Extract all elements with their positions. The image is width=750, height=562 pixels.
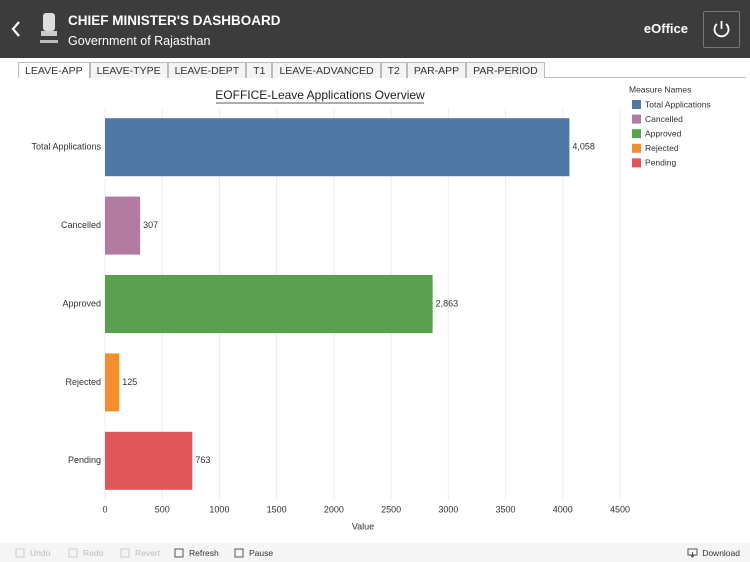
toolbar-button[interactable]: Pause [234,548,273,558]
legend-label: Total Applications [645,99,711,109]
tab[interactable]: LEAVE-TYPE [89,62,168,78]
back-button[interactable] [8,19,24,39]
tab[interactable]: PAR-APP [406,62,467,78]
app-name[interactable]: eOffice [643,21,688,36]
tab[interactable]: LEAVE-APP [18,62,90,78]
y-tick-label: Cancelled [61,220,101,230]
legend-label: Cancelled [645,114,683,124]
x-tick-label: 1000 [209,504,229,514]
x-axis-label: Value [352,521,374,531]
toolbar: Undo Redo Revert Refresh Pause Download [0,543,750,562]
y-tick-label: Total Applications [31,142,101,152]
x-tick-label: 3000 [438,504,458,514]
power-button[interactable] [703,11,740,48]
bar [105,431,193,490]
x-tick-label: 3500 [496,504,516,514]
toolbar-label: Undo [30,548,51,558]
bar [105,275,433,333]
header: CHIEF MINISTER'S DASHBOARD Government of… [0,0,750,58]
toolbar-label: Refresh [189,548,219,558]
chart: EOFFICE-Leave Applications Overview Valu… [31,84,711,531]
toolbar-button[interactable]: Undo [15,548,50,558]
chart-title: EOFFICE-Leave Applications Overview [215,88,425,102]
legend-swatch [632,114,641,124]
x-tick-label: 4000 [553,504,573,514]
y-tick-label: Approved [62,298,101,308]
title: CHIEF MINISTER'S DASHBOARD [68,13,281,28]
x-tick-label: 2000 [324,504,344,514]
x-tick-label: 4500 [610,504,630,514]
x-tick-label: 2500 [381,504,401,514]
toolbar-button[interactable]: Refresh [174,548,219,558]
legend-title: Measure Names [629,84,691,94]
toolbar-button[interactable]: Revert [120,548,160,558]
toolbar-label: Pause [249,548,274,558]
data-label: 4,058 [572,142,595,152]
y-tick-label: Rejected [65,377,101,387]
tab-bar: LEAVE-APP LEAVE-TYPE LEAVE-DEPT T1 LEAVE-ADV… [18,62,746,78]
toolbar-label: Download [702,548,740,558]
tab[interactable]: LEAVE-DEPT [167,62,247,78]
toolbar-label: Redo [83,548,104,558]
data-label: 763 [195,455,210,465]
toolbar-label: Revert [135,548,161,558]
x-tick-label: 500 [155,504,170,514]
data-label: 307 [143,220,158,230]
toolbar-button[interactable]: Download [687,548,740,558]
legend-swatch [632,143,641,153]
legend-label: Rejected [645,143,679,153]
data-label: 125 [122,377,137,387]
y-tick-label: Pending [68,455,101,465]
bar [105,118,570,177]
x-tick-label: 0 [102,504,107,514]
emblem [40,13,58,43]
data-label: 2,863 [436,298,459,308]
tab[interactable]: T2 [380,62,407,78]
subtitle: Government of Rajasthan [68,34,211,48]
x-tick-label: 1500 [267,504,287,514]
tab[interactable]: PAR-PERIOD [466,62,545,78]
legend-swatch [632,129,641,139]
legend-swatch [632,100,641,109]
tab[interactable]: T1 [246,62,273,78]
legend-label: Approved [645,128,682,138]
legend-label: Pending [645,158,676,168]
bar [105,353,120,412]
bar [105,196,141,255]
toolbar-button[interactable]: Redo [68,548,103,558]
legend-swatch [632,158,641,168]
tab[interactable]: LEAVE-ADVANCED [272,62,381,78]
